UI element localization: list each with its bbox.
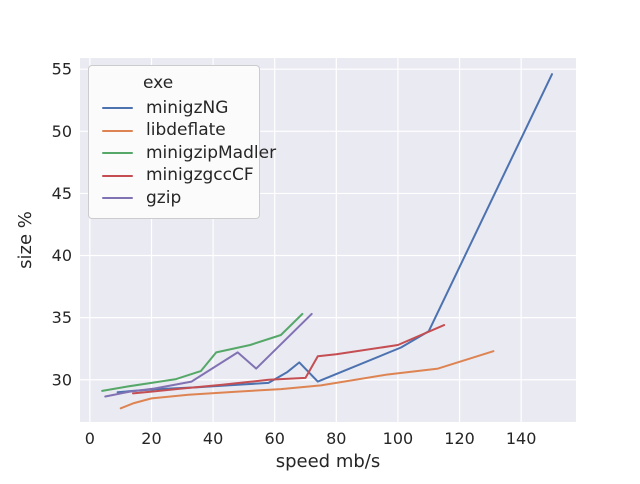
x-tick-80: 80 bbox=[326, 429, 346, 448]
series-lines bbox=[101, 73, 553, 410]
series-line-minigzipMadler bbox=[101, 312, 304, 392]
x-tick-120: 120 bbox=[444, 429, 475, 448]
y-axis-label: size % bbox=[15, 211, 36, 269]
x-axis-label: speed mb/s bbox=[276, 451, 381, 472]
legend-swatch-minigzgccCF bbox=[102, 174, 133, 177]
y-tick-50: 50 bbox=[52, 122, 72, 141]
x-tick-0: 0 bbox=[85, 429, 95, 448]
legend-item-minigzNG: minigzNG bbox=[97, 97, 251, 120]
legend: exe minigzNG libdeflate minigzipMadler mini… bbox=[88, 65, 276, 219]
legend-item-minigzgccCF: minigzgccCF bbox=[97, 165, 254, 188]
x-tick-40: 40 bbox=[203, 429, 223, 448]
legend-swatch-gzip bbox=[102, 197, 133, 200]
legend-label: minigzipMadler bbox=[146, 142, 277, 163]
x-tick-100: 100 bbox=[383, 429, 414, 448]
y-tick-30: 30 bbox=[52, 370, 72, 389]
legend-item-gzip: gzip bbox=[97, 187, 251, 210]
y-tick-labels: 30 35 40 45 50 55 bbox=[52, 60, 72, 390]
series-line-gzip bbox=[104, 312, 313, 398]
y-tick-45: 45 bbox=[52, 184, 72, 203]
y-tick-40: 40 bbox=[52, 246, 72, 265]
legend-label: libdeflate bbox=[146, 120, 226, 141]
legend-label: minigzNG bbox=[146, 97, 229, 118]
x-tick-20: 20 bbox=[141, 429, 161, 448]
legend-swatch-libdeflate bbox=[102, 129, 133, 132]
y-tick-35: 35 bbox=[52, 308, 72, 327]
legend-swatch-minigzipMadler bbox=[102, 152, 133, 155]
x-tick-labels: 0 20 40 60 80 100 120 140 bbox=[85, 429, 537, 448]
legend-label: gzip bbox=[146, 187, 182, 208]
legend-item-minigzipMadler: minigzipMadler bbox=[97, 142, 276, 165]
legend-rows: minigzNG libdeflate minigzipMadler minigzgc… bbox=[97, 97, 276, 210]
x-tick-60: 60 bbox=[265, 429, 285, 448]
legend-item-libdeflate: libdeflate bbox=[97, 120, 251, 143]
legend-title: exe bbox=[143, 73, 174, 93]
y-tick-55: 55 bbox=[52, 60, 72, 79]
legend-swatch-minigzNG bbox=[102, 107, 133, 110]
series-line-minigzgccCF bbox=[132, 324, 446, 395]
series-line-libdeflate bbox=[119, 350, 495, 410]
x-tick-140: 140 bbox=[506, 429, 537, 448]
legend-label: minigzgccCF bbox=[146, 165, 254, 186]
